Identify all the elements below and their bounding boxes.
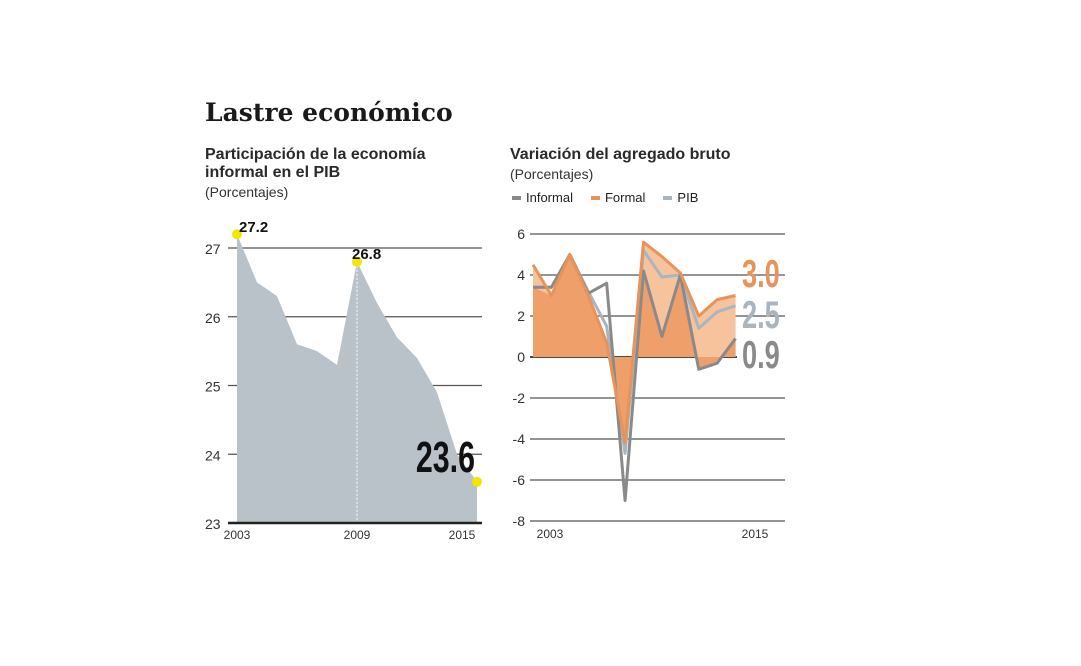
- end-value-label: 0.9: [742, 334, 780, 377]
- y-tick-label: -2: [513, 390, 526, 406]
- data-label: 23.6: [416, 433, 475, 482]
- data-point: [232, 229, 242, 240]
- y-tick-label: 6: [517, 226, 525, 242]
- infographic-title: Lastre económico: [205, 98, 453, 127]
- legend-swatch: [512, 195, 521, 200]
- legend-label: PIB: [677, 190, 699, 205]
- legend-swatch: [590, 195, 600, 200]
- data-point: [352, 256, 362, 267]
- y-tick-label: 27: [205, 241, 221, 257]
- y-tick-label: 25: [205, 379, 221, 395]
- y-tick-label: 0: [517, 349, 525, 365]
- right-chart: -8 -6 -4 -2 0 2 4 6 2003 2015 3.02.50.9: [513, 226, 785, 541]
- data-label: 27.2: [239, 219, 268, 236]
- x-tick-label: 2003: [224, 528, 251, 542]
- right-chart-subtitle: (Porcentajes): [510, 166, 594, 182]
- left-chart-subtitle: (Porcentajes): [205, 184, 289, 200]
- x-tick-label: 2015: [742, 527, 769, 541]
- legend: Informal Formal PIB: [512, 190, 698, 205]
- y-tick-label: 23: [205, 516, 221, 532]
- legend-label: Formal: [604, 190, 646, 205]
- series-line-formal: [531, 240, 736, 445]
- y-tick-label: 26: [205, 310, 221, 326]
- data-label: 26.8: [352, 246, 381, 263]
- legend-label: Informal: [526, 190, 573, 205]
- end-value-label: 2.5: [742, 294, 780, 337]
- end-value-label: 3.0: [742, 253, 780, 296]
- x-tick-label: 2003: [537, 527, 564, 541]
- y-tick-label: 24: [205, 447, 221, 463]
- left-chart-title: Participación de la economía informal en…: [205, 146, 426, 181]
- x-tick-label: 2009: [344, 528, 371, 542]
- x-tick-label: 2015: [449, 528, 476, 542]
- left-chart: 23 24 25 26 27 2003 2009 2015 27.2 26.8 23.6: [205, 219, 482, 542]
- y-tick-label: 2: [517, 308, 525, 324]
- legend-pib: PIB: [663, 190, 698, 205]
- y-tick-label: -6: [513, 472, 526, 488]
- y-tick-label: -8: [513, 513, 526, 529]
- legend-formal: Formal: [590, 190, 646, 205]
- data-point: [472, 476, 482, 487]
- legend-swatch: [663, 195, 673, 200]
- right-chart-title: Variación del agregado bruto: [510, 146, 731, 163]
- y-tick-label: -4: [513, 431, 526, 447]
- y-tick-label: 4: [517, 267, 525, 283]
- legend-informal: Informal: [512, 190, 573, 205]
